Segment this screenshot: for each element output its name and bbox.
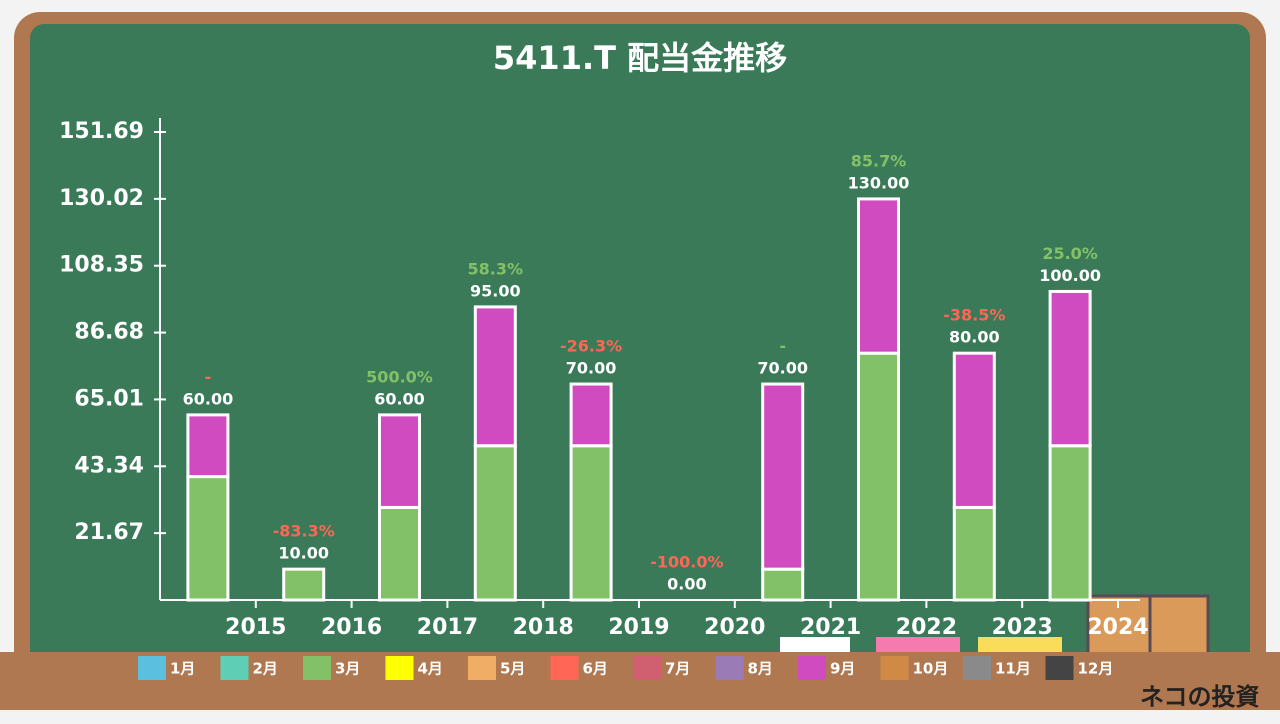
x-tick-label: 2020 [704,615,765,640]
y-tick-label: 151.69 [59,119,144,144]
total-label: 0.00 [667,575,706,594]
legend-swatch [1045,656,1074,680]
legend-label: 6月 [583,660,608,678]
bar-segment [952,505,996,602]
x-tick-label: 2016 [321,615,382,640]
bar-segment [186,475,230,602]
x-tick-label: 2022 [896,615,957,640]
legend-swatch [385,656,414,680]
growth-label: 25.0% [1042,244,1098,263]
legend-swatch [715,656,744,680]
chalk [780,637,850,655]
legend-swatch [550,656,579,680]
legend-label: 8月 [748,660,773,678]
legend-swatch [880,656,909,680]
bar-segment [761,567,805,602]
bar-segment [378,413,421,509]
legend-swatch [963,656,991,680]
legend-label: 5月 [500,660,525,678]
growth-label: - [205,367,212,386]
chart-title: 5411.T 配当金推移 [493,39,787,77]
legend-label: 7月 [665,660,690,678]
x-tick-label: 2018 [513,615,574,640]
total-label: 130.00 [848,173,910,192]
total-label: 100.00 [1039,266,1101,285]
total-label: 10.00 [278,544,329,563]
x-tick-label: 2024 [1087,615,1148,640]
y-tick-label: 43.34 [74,453,144,478]
bar-segment [857,351,900,602]
board [30,24,1250,684]
x-tick-label: 2017 [417,615,478,640]
x-tick-label: 2023 [992,615,1053,640]
legend-label: 9月 [830,660,855,678]
growth-label: 500.0% [366,367,433,386]
bar-segment [1048,289,1092,448]
x-tick-label: 2021 [800,615,861,640]
growth-label: 58.3% [468,259,524,278]
y-tick-label: 21.67 [74,520,144,545]
total-label: 60.00 [374,389,425,408]
legend-label: 12月 [1078,660,1114,678]
x-tick-label: 2019 [608,615,669,640]
growth-label: -38.5% [943,306,1005,325]
growth-label: -26.3% [560,337,622,356]
growth-label: -100.0% [650,553,723,572]
bar-segment [473,444,517,602]
bar-segment [282,567,326,602]
legend-swatch [303,656,331,680]
bar-segment [1048,444,1092,602]
chalk [978,637,1062,655]
bar-segment [569,444,613,602]
total-label: 60.00 [183,389,234,408]
total-label: 80.00 [949,328,1000,347]
legend-label: 1月 [170,660,195,678]
eraser [1148,594,1210,656]
total-label: 70.00 [566,359,617,378]
legend-swatch [798,656,826,680]
legend-swatch [633,656,661,680]
bar-segment [186,413,230,479]
y-tick-label: 130.02 [59,186,144,211]
legend-label: 11月 [995,660,1031,678]
bar-segment [952,351,996,509]
bar-segment [378,505,421,602]
bar-segment [761,382,805,571]
y-tick-label: 86.68 [74,320,144,345]
bar-segment [473,305,517,448]
y-tick-label: 65.01 [74,386,144,411]
chalk [876,637,960,655]
legend-label: 2月 [253,660,278,678]
growth-label: -83.3% [273,522,335,541]
legend-swatch [468,656,496,680]
total-label: 70.00 [757,359,808,378]
bar-segment [857,197,900,355]
x-tick-label: 2015 [225,615,286,640]
legend-label: 10月 [913,660,949,678]
legend-swatch [138,656,166,680]
legend-label: 3月 [335,660,360,678]
legend-swatch [220,656,249,680]
legend-label: 4月 [418,660,443,678]
bar-segment [569,382,613,448]
growth-label: - [779,337,786,356]
growth-label: 85.7% [851,151,907,170]
watermark: ネコの投資 [1140,683,1260,711]
y-tick-label: 108.35 [59,253,144,278]
total-label: 95.00 [470,281,521,300]
